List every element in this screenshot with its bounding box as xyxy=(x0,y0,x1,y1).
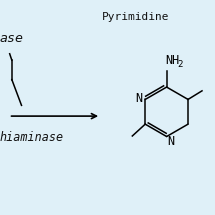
Text: ase: ase xyxy=(0,32,24,45)
Text: N: N xyxy=(167,135,174,148)
Text: NH: NH xyxy=(166,54,180,67)
Text: N: N xyxy=(135,92,142,105)
Text: hiaminase: hiaminase xyxy=(0,131,64,144)
Text: Pyrimidine: Pyrimidine xyxy=(102,12,170,22)
Text: 2: 2 xyxy=(177,60,182,69)
